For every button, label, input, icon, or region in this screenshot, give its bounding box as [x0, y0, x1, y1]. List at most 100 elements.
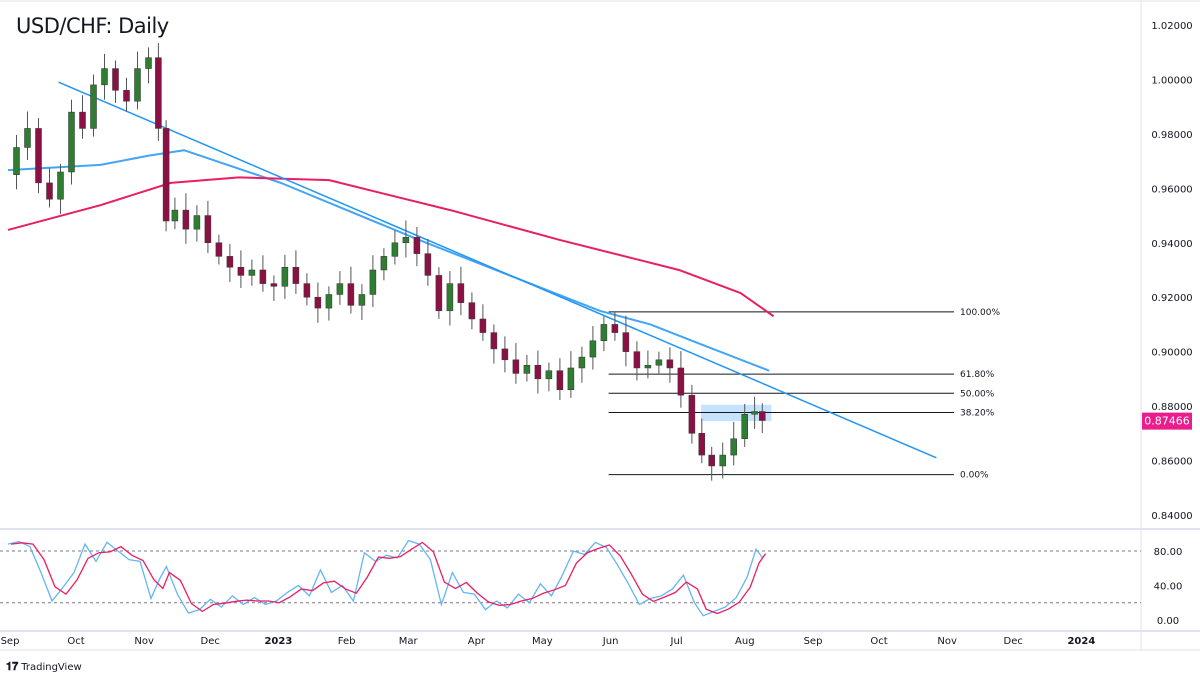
- candle-down: [182, 209, 190, 230]
- candle-down: [162, 128, 170, 222]
- candle-up: [578, 356, 586, 369]
- time-tick-label: Feb: [338, 636, 356, 647]
- last-price-tag: 0.87466: [1142, 412, 1192, 430]
- candle-up: [730, 438, 737, 456]
- candle-up: [402, 237, 410, 244]
- candle-up: [567, 367, 575, 390]
- time-axis[interactable]: Sep Oct Nov Dec 2023 Feb Mar Apr May Jun Jul Aug Sep…: [1, 636, 1096, 647]
- candle-up: [281, 267, 289, 287]
- candle-up: [134, 68, 141, 102]
- candle-down: [46, 182, 53, 200]
- candle-down: [270, 283, 278, 287]
- candle-up: [325, 294, 333, 309]
- candle-down: [413, 237, 421, 254]
- candle-down: [633, 351, 641, 369]
- time-tick-label: Nov: [937, 636, 957, 647]
- last-price-label: 0.87466: [1144, 415, 1190, 428]
- downtrend-line: [58, 81, 937, 459]
- stoch-tick-label: 0.00: [1157, 616, 1179, 627]
- candle-up: [57, 171, 64, 200]
- fib-level-label: 0.00%: [960, 471, 989, 481]
- candle-up: [171, 209, 179, 222]
- chart-title: USD/CHF: Daily: [16, 14, 169, 38]
- time-tick-label: Apr: [468, 636, 486, 647]
- candle-down: [759, 411, 766, 421]
- candle-up: [589, 340, 597, 358]
- candle-up: [68, 111, 75, 173]
- candle-down: [677, 367, 685, 396]
- price-tick-label: 0.88000: [1151, 402, 1192, 413]
- candle-down: [479, 318, 487, 333]
- stoch-tick-label: 40.00: [1154, 582, 1183, 593]
- price-tick-label: 1.02000: [1151, 21, 1192, 32]
- time-tick-label: Dec: [201, 636, 220, 647]
- candle-down: [708, 454, 715, 467]
- time-tick-label: Sep: [804, 636, 823, 647]
- price-tick-label: 0.84000: [1151, 511, 1192, 522]
- price-tag-bg: [1142, 412, 1192, 430]
- candle-down: [611, 324, 619, 333]
- candle-up: [545, 370, 553, 380]
- candle-down: [259, 269, 267, 284]
- slow-moving-average-line: [7, 176, 775, 318]
- price-tick-label: 1.00000: [1151, 75, 1192, 86]
- candle-down: [666, 359, 674, 369]
- time-tick-label: Mar: [399, 636, 419, 647]
- candle-up: [248, 269, 256, 276]
- price-tick-label: 0.92000: [1151, 293, 1192, 304]
- candle-up: [13, 147, 20, 175]
- candle-down: [123, 90, 130, 102]
- time-tick-label: Nov: [134, 636, 154, 647]
- candle-down: [237, 267, 245, 276]
- candle-up: [380, 256, 388, 271]
- candle-down: [292, 267, 300, 284]
- time-tick-label: Dec: [1004, 636, 1023, 647]
- price-tick-label: 0.94000: [1151, 239, 1192, 250]
- brand-name: TradingView: [21, 661, 82, 673]
- candle-up: [391, 242, 399, 257]
- candle-down: [79, 111, 86, 129]
- candle-up: [145, 57, 152, 69]
- tradingview-brand[interactable]: 𝟏𝟕 TradingView: [6, 660, 82, 674]
- candle-down: [112, 68, 119, 91]
- price-tick-label: 0.86000: [1151, 457, 1192, 468]
- candle-up: [90, 84, 97, 129]
- fibonacci-retracement[interactable]: 100.00% 61.80% 50.00% 38.20% 0.00%: [608, 308, 1001, 481]
- time-tick-label: Jul: [670, 636, 683, 647]
- candle-down: [226, 256, 234, 268]
- candle-down: [490, 332, 498, 350]
- fast-moving-average-line: [7, 149, 770, 372]
- candle-down: [457, 283, 465, 303]
- candle-down: [622, 332, 630, 352]
- stoch-d-line: [10, 541, 767, 615]
- price-tick-label: 0.90000: [1151, 348, 1192, 359]
- time-tick-label: Oct: [870, 636, 887, 647]
- time-tick-label: 2023: [264, 636, 292, 647]
- stoch-k-line: [7, 539, 764, 617]
- candle-down: [534, 365, 542, 380]
- panel-borders: [0, 0, 1200, 651]
- candles: [13, 42, 766, 481]
- candle-up: [193, 215, 201, 230]
- candle-up: [523, 365, 531, 374]
- time-tick-label: May: [532, 636, 553, 647]
- price-axis[interactable]: 1.02000 1.00000 0.98000 0.96000 0.94000 0.920…: [1151, 21, 1192, 522]
- candle-down: [204, 215, 212, 244]
- fib-level-label: 38.20%: [960, 408, 995, 418]
- candle-up: [741, 413, 748, 439]
- trendline[interactable]: [58, 81, 937, 459]
- candle-up: [101, 68, 108, 86]
- time-tick-label: Aug: [735, 636, 755, 647]
- candle-down: [424, 253, 432, 276]
- fib-level-label: 100.00%: [960, 308, 1000, 318]
- candle-up: [719, 454, 726, 467]
- candle-up: [655, 359, 663, 366]
- time-tick-label: Sep: [1, 636, 20, 647]
- candle-up: [446, 283, 454, 312]
- candle-up: [369, 269, 377, 295]
- time-tick-label: 2024: [1067, 636, 1095, 647]
- candle-down: [468, 302, 476, 320]
- fib-level-label: 61.80%: [960, 370, 995, 380]
- candle-up: [751, 411, 758, 415]
